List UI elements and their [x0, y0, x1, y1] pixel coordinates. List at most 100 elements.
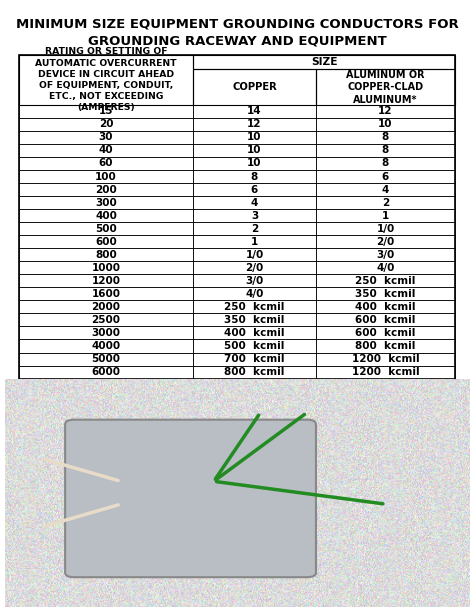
- Text: 4/0: 4/0: [376, 263, 395, 273]
- Text: 4000: 4000: [91, 341, 120, 351]
- Bar: [316, 69, 456, 105]
- Bar: [316, 300, 456, 313]
- Text: 1: 1: [382, 211, 389, 221]
- Bar: [316, 131, 456, 144]
- Text: 3000: 3000: [91, 328, 120, 338]
- Text: RATING OR SETTING OF
AUTOMATIC OVERCURRENT
DEVICE IN CIRCUIT AHEAD
OF EQUIPMENT,: RATING OR SETTING OF AUTOMATIC OVERCURRE…: [35, 47, 177, 112]
- Bar: [18, 157, 193, 170]
- Bar: [193, 261, 316, 274]
- Text: 6: 6: [382, 172, 389, 181]
- Bar: [193, 118, 316, 131]
- Text: 500  kcmil: 500 kcmil: [224, 341, 285, 351]
- Bar: [193, 248, 316, 261]
- Text: 800  kcmil: 800 kcmil: [356, 341, 416, 351]
- FancyBboxPatch shape: [65, 420, 316, 577]
- Bar: [193, 222, 316, 235]
- Text: 700  kcmil: 700 kcmil: [224, 354, 285, 364]
- Text: 3: 3: [251, 211, 258, 221]
- Text: 1/0: 1/0: [376, 224, 394, 234]
- Text: 6: 6: [251, 185, 258, 194]
- Text: 8: 8: [382, 132, 389, 142]
- Text: 1000: 1000: [91, 263, 120, 273]
- Bar: [193, 235, 316, 248]
- Text: 1200  kcmil: 1200 kcmil: [352, 354, 419, 364]
- Bar: [316, 183, 456, 196]
- Text: 15: 15: [99, 106, 113, 116]
- Bar: [18, 222, 193, 235]
- Text: 30: 30: [99, 132, 113, 142]
- Bar: [316, 157, 456, 170]
- Bar: [193, 144, 316, 157]
- Bar: [193, 69, 316, 105]
- Bar: [18, 55, 456, 379]
- Text: 1200: 1200: [91, 276, 120, 286]
- Bar: [18, 300, 193, 313]
- Text: 5000: 5000: [91, 354, 120, 364]
- Bar: [18, 209, 193, 222]
- Bar: [18, 313, 193, 327]
- Bar: [193, 105, 316, 118]
- Bar: [193, 340, 316, 352]
- Bar: [316, 209, 456, 222]
- Text: 1/0: 1/0: [246, 249, 264, 260]
- Text: 2000: 2000: [91, 302, 120, 312]
- Text: 20: 20: [99, 120, 113, 129]
- Bar: [18, 365, 193, 379]
- Bar: [18, 118, 193, 131]
- Text: SIZE: SIZE: [311, 57, 337, 67]
- Text: 8: 8: [251, 172, 258, 181]
- Text: 250  kcmil: 250 kcmil: [356, 276, 416, 286]
- Bar: [193, 55, 456, 69]
- Text: 10: 10: [247, 159, 262, 169]
- Bar: [193, 365, 316, 379]
- Text: 300: 300: [95, 197, 117, 208]
- Text: 2: 2: [251, 224, 258, 234]
- Bar: [193, 170, 316, 183]
- Text: 14: 14: [247, 106, 262, 116]
- Bar: [18, 235, 193, 248]
- Text: 10: 10: [378, 120, 393, 129]
- Bar: [193, 157, 316, 170]
- Text: 350  kcmil: 350 kcmil: [224, 315, 285, 325]
- Text: COPPER: COPPER: [232, 82, 277, 92]
- Text: 8: 8: [382, 145, 389, 156]
- Text: 3/0: 3/0: [376, 249, 394, 260]
- Text: 600  kcmil: 600 kcmil: [356, 328, 416, 338]
- Bar: [316, 287, 456, 300]
- Bar: [316, 118, 456, 131]
- Text: 500: 500: [95, 224, 117, 234]
- Bar: [316, 248, 456, 261]
- Text: 600  kcmil: 600 kcmil: [356, 315, 416, 325]
- Bar: [18, 340, 193, 352]
- Bar: [316, 340, 456, 352]
- Text: 350  kcmil: 350 kcmil: [356, 289, 416, 299]
- Text: 800  kcmil: 800 kcmil: [224, 367, 285, 377]
- Bar: [18, 144, 193, 157]
- Bar: [193, 209, 316, 222]
- Bar: [316, 365, 456, 379]
- Text: 10: 10: [247, 132, 262, 142]
- Bar: [193, 196, 316, 209]
- Bar: [18, 261, 193, 274]
- Bar: [18, 183, 193, 196]
- Bar: [18, 287, 193, 300]
- Text: ALUMINUM OR
COPPER-CLAD
ALUMINUM*: ALUMINUM OR COPPER-CLAD ALUMINUM*: [346, 70, 425, 105]
- Bar: [18, 327, 193, 340]
- Text: MINIMUM SIZE EQUIPMENT GROUNDING CONDUCTORS FOR
GROUNDING RACEWAY AND EQUIPMENT: MINIMUM SIZE EQUIPMENT GROUNDING CONDUCT…: [16, 17, 458, 47]
- Text: 400  kcmil: 400 kcmil: [355, 302, 416, 312]
- Text: 800: 800: [95, 249, 117, 260]
- Bar: [18, 131, 193, 144]
- Bar: [18, 105, 193, 118]
- Bar: [193, 352, 316, 365]
- Text: 1200  kcmil: 1200 kcmil: [352, 367, 419, 377]
- Bar: [316, 105, 456, 118]
- Bar: [193, 313, 316, 327]
- Bar: [316, 222, 456, 235]
- Bar: [193, 183, 316, 196]
- Bar: [18, 248, 193, 261]
- Bar: [316, 274, 456, 287]
- Bar: [316, 313, 456, 327]
- Text: 2500: 2500: [91, 315, 120, 325]
- Text: 600: 600: [95, 237, 117, 246]
- Bar: [316, 196, 456, 209]
